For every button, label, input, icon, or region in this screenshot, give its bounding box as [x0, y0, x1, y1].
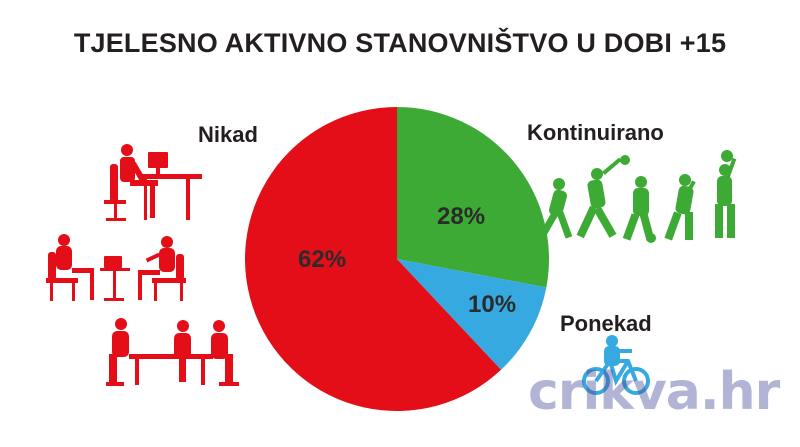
- label-kontinuirano: Kontinuirano: [527, 120, 664, 145]
- watermark: crikva.hr: [528, 362, 780, 422]
- office-desk-worker-icon: [104, 144, 202, 221]
- chart-title: TJELESNO AKTIVNO STANOVNIŠTVO U DOBI +15: [73, 28, 727, 58]
- pct-label-ponekad: 10%: [468, 291, 517, 318]
- label-nikad: Nikad: [198, 122, 258, 147]
- pie-slice-kontinuirano: [397, 107, 550, 288]
- pct-label-kontinuirano: 28%: [437, 203, 486, 230]
- meeting-chairs-icon: [46, 234, 186, 301]
- label-ponekad: Ponekad: [560, 311, 652, 336]
- pie-slice-ponekad: [397, 259, 547, 370]
- conference-table-icon: [106, 318, 239, 386]
- pie-slice-nikad: [244, 107, 502, 411]
- sports-silhouettes-icon: [545, 150, 737, 243]
- cyclist-icon: [582, 335, 650, 395]
- pct-label-nikad: 62%: [298, 246, 347, 273]
